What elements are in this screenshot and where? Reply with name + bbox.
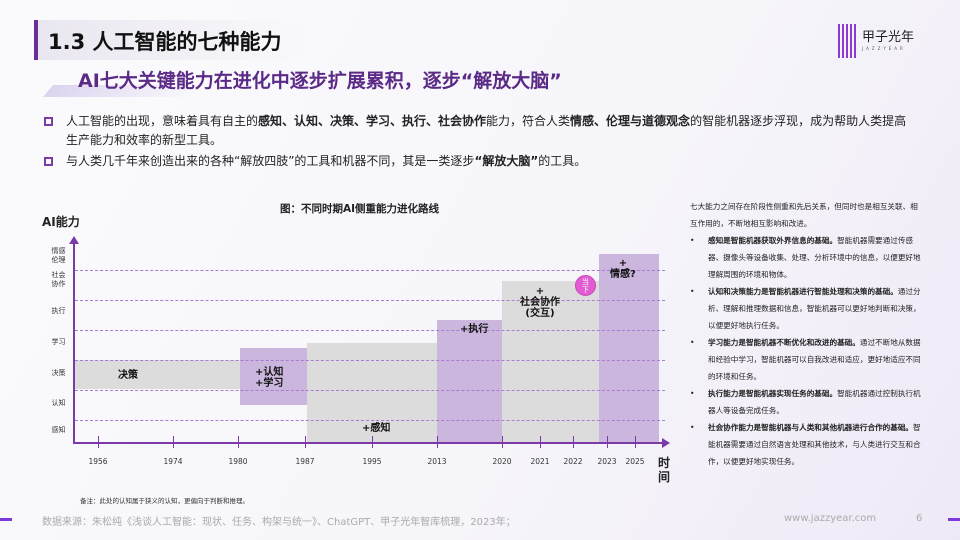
y-tick-label: 认知 — [51, 399, 66, 407]
panel-item-bold: 认知和决策能力是智能机器进行智能处理和决策的基础。 — [708, 287, 898, 296]
logo-text: 甲子光年 — [862, 30, 915, 45]
bullet-1: 人工智能的出现，意味着具有自主的感知、认知、决策、学习、执行、社会协作能力，符合… — [44, 112, 914, 150]
grid-line — [75, 390, 665, 391]
x-tick-label: 1987 — [295, 457, 315, 466]
x-tick-mark — [305, 436, 306, 448]
panel-item: 感知是智能机器获取外界信息的基础。智能机器需要通过传感器、摄像头等设备收集、处理… — [690, 232, 925, 283]
chart-block — [307, 343, 437, 443]
panel-item-bold: 学习能力是智能机器不断优化和改进的基础。 — [708, 338, 860, 347]
panel-item: 社会协作能力是智能机器与人类和其他机器进行合作的基础。智能机器需要通过自然语言处… — [690, 419, 925, 470]
x-tick-label: 2020 — [492, 457, 512, 466]
x-tick-mark — [635, 436, 636, 448]
bullet-text: 能力，符合人类 — [486, 114, 571, 128]
footer-accent-left — [0, 518, 12, 521]
bullet-bold: “解放大脑” — [474, 154, 539, 168]
chart-block — [437, 320, 502, 443]
chart-block-label: + 情感? — [610, 258, 636, 280]
y-tick-label: 情感伦理 — [51, 247, 66, 264]
bullet-bold: 情感、伦理与道德观念 — [570, 114, 691, 128]
logo: 甲子光年 JAZZYEAR — [838, 20, 928, 60]
chart-block — [240, 348, 307, 405]
chart-block-label: +认知 +学习 — [255, 367, 284, 389]
chart-block — [75, 360, 240, 389]
chart-block-label: 决策 — [118, 370, 138, 381]
panel-item-text: 智能机器通过控制执行机器人等设备完成任务。 — [708, 389, 921, 415]
x-tick-label: 2021 — [530, 457, 550, 466]
grid-line — [75, 420, 665, 421]
chart-block-label: +感知 — [362, 423, 391, 434]
bullet-text: 的智能机器逐步浮现，成为帮助人类提高生产能力和效率的新型工具。 — [66, 114, 907, 147]
panel-item-bold: 执行能力是智能机器实现任务的基础。 — [708, 389, 838, 398]
panel-item: 学习能力是智能机器不断优化和改进的基础。通过不断地从数据和经验中学习，智能机器可… — [690, 334, 925, 385]
title-background — [38, 20, 308, 60]
chart-block-label: +执行 — [460, 324, 489, 335]
chart-block — [502, 281, 599, 443]
y-tick-label: 决策 — [51, 369, 66, 377]
x-tick-mark — [173, 436, 174, 448]
chart-title: 图：不同时期AI侧重能力进化路线 — [280, 203, 440, 215]
bullet-bold: 感知、认知、决策、学习、执行、社会协作 — [258, 114, 487, 128]
x-axis-arrow-icon — [662, 438, 670, 448]
subtitle: AI七大关键能力在进化中逐步扩展累积，逐步“解放大脑” — [78, 70, 562, 92]
logo-subtext: JAZZYEAR — [862, 46, 906, 51]
y-tick-label: 执行 — [51, 307, 66, 315]
page-title: 1.3 人工智能的七种能力 — [48, 30, 282, 54]
x-axis — [73, 442, 663, 444]
panel-item-text: 通过不断地从数据和经验中学习，智能机器可以自我改进和适应，更好地适应不同的环境和… — [708, 338, 921, 381]
bullet-square-icon — [44, 117, 53, 126]
now-marker-label: 当下 — [582, 278, 589, 294]
x-tick-label: 2022 — [563, 457, 583, 466]
title-accent-bar — [34, 20, 38, 60]
panel-item-text: 智能机器需要通过自然语言处理和其他技术，与人类进行交互和合作，以便更好地实现任务… — [708, 423, 921, 466]
chart-block — [599, 254, 659, 443]
chart-block-label: + 社会协作 (交互) — [520, 286, 560, 319]
y-axis — [73, 243, 75, 444]
footnote: 备注：此处的认知属于狭义的认知，更偏向于判断和推理。 — [80, 497, 249, 505]
x-tick-label: 1956 — [88, 457, 108, 466]
x-tick-mark — [502, 436, 503, 448]
x-tick-label: 2023 — [597, 457, 617, 466]
x-tick-label: 1995 — [362, 457, 382, 466]
bullet-text: 与人类几千年来创造出来的各种“解放四肢”的工具和机器不同，其是一类逐步 — [66, 154, 475, 168]
x-tick-mark — [98, 436, 99, 448]
x-tick-mark — [573, 436, 574, 448]
now-marker-badge: 当下 — [575, 275, 596, 296]
x-axis-label: 时间 — [658, 456, 671, 484]
y-tick-label: 感知 — [51, 426, 66, 434]
x-tick-mark — [238, 436, 239, 448]
footer-accent-right — [948, 518, 960, 521]
x-tick-label: 2025 — [625, 457, 645, 466]
x-tick-label: 2013 — [427, 457, 447, 466]
bullet-text: 人工智能的出现，意味着具有自主的 — [66, 114, 259, 128]
panel-item-bold: 社会协作能力是智能机器与人类和其他机器进行合作的基础。 — [708, 423, 914, 432]
x-tick-mark — [437, 436, 438, 448]
y-axis-label: AI能力 — [42, 215, 80, 229]
panel-item-text: 智能机器需要通过传感器、摄像头等设备收集、处理、分析环境中的信息，以便更好地理解… — [708, 236, 921, 279]
x-tick-mark — [607, 436, 608, 448]
y-tick-label: 学习 — [51, 338, 66, 346]
panel-item: 认知和决策能力是智能机器进行智能处理和决策的基础。通过分析、理解和推理数据和信息… — [690, 283, 925, 334]
website-link[interactable]: www.jazzyear.com — [784, 513, 877, 524]
y-axis-arrow-icon — [69, 236, 79, 244]
explanation-panel: 七大能力之间存在阶段性侧重和先后关系，但同时也是相互关联、相互作用的，不断地相互… — [690, 198, 925, 470]
bullet-text: 的工具。 — [538, 154, 587, 168]
page-number: 6 — [916, 513, 923, 524]
panel-intro: 七大能力之间存在阶段性侧重和先后关系，但同时也是相互关联、相互作用的，不断地相互… — [690, 202, 918, 228]
grid-line — [75, 270, 665, 271]
x-tick-mark — [372, 436, 373, 448]
y-tick-label: 社会协作 — [51, 271, 66, 288]
bullet-square-icon — [44, 157, 53, 166]
x-tick-label: 1980 — [228, 457, 248, 466]
grid-line — [75, 330, 665, 331]
logo-bars-icon — [838, 24, 858, 58]
panel-item-text: 通过分析、理解和推理数据和信息，智能机器可以更好地判断和决策，以便更好地执行任务… — [708, 287, 921, 330]
data-source: 数据来源：朱松纯《浅谈人工智能：现状、任务、构架与统一》、ChatGPT、甲子光… — [42, 517, 516, 528]
bullet-2: 与人类几千年来创造出来的各种“解放四肢”的工具和机器不同，其是一类逐步“解放大脑… — [44, 152, 914, 171]
x-tick-mark — [540, 436, 541, 448]
grid-line — [75, 360, 665, 361]
x-tick-label: 1974 — [163, 457, 183, 466]
grid-line — [75, 300, 665, 301]
panel-item-bold: 感知是智能机器获取外界信息的基础。 — [708, 236, 838, 245]
panel-item: 执行能力是智能机器实现任务的基础。智能机器通过控制执行机器人等设备完成任务。 — [690, 385, 925, 419]
